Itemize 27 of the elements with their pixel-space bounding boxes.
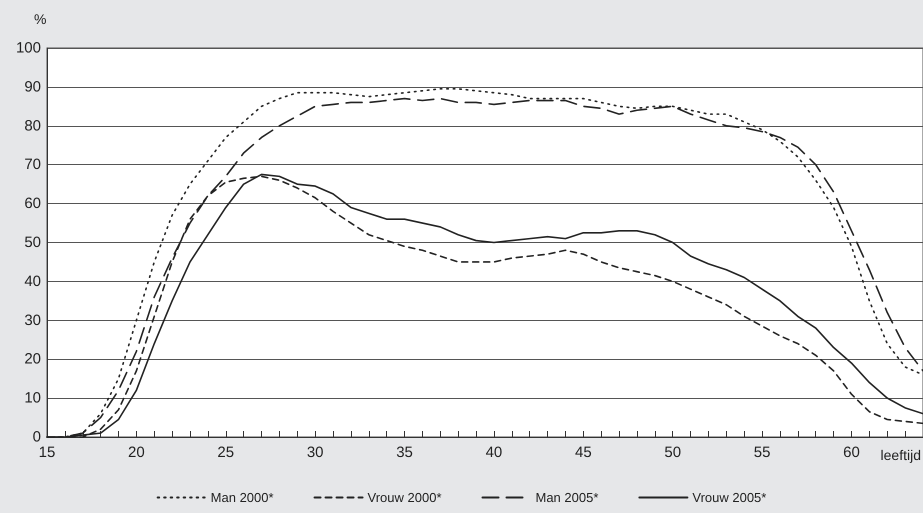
x-tick-label: 45 [574, 444, 592, 461]
x-tick-label: 20 [128, 444, 145, 461]
x-tick-label: 25 [217, 444, 234, 461]
x-tick-label: 60 [843, 444, 860, 461]
x-tick-label: 40 [486, 444, 502, 461]
legend-label: Vrouw 2000* [368, 490, 442, 505]
x-tick-label: 50 [664, 444, 682, 461]
y-axis-title: % [34, 11, 46, 27]
x-axis-title: leeftijd [880, 447, 921, 463]
x-tick-label: 55 [754, 444, 770, 461]
y-tick-label: 10 [24, 390, 41, 407]
y-tick-label: 50 [24, 234, 41, 251]
y-tick-label: 80 [24, 117, 41, 134]
y-tick-label: 0 [32, 428, 41, 446]
y-tick-label: 20 [24, 350, 41, 368]
x-tick-label: 15 [38, 444, 56, 461]
y-tick-label: 70 [24, 156, 41, 174]
y-tick-label: 90 [24, 78, 41, 96]
legend-label: Man 2005* [536, 490, 598, 505]
y-tick-label: 40 [24, 272, 41, 290]
y-tick-label: 30 [24, 312, 41, 329]
y-tick-label: 60 [24, 195, 41, 212]
x-tick-label: 35 [396, 444, 413, 461]
y-tick-label: 100 [16, 40, 41, 56]
legend-label: Vrouw 2005* [692, 490, 766, 505]
x-tick-label: 30 [306, 444, 324, 461]
legend-label: Man 2000* [210, 490, 274, 505]
